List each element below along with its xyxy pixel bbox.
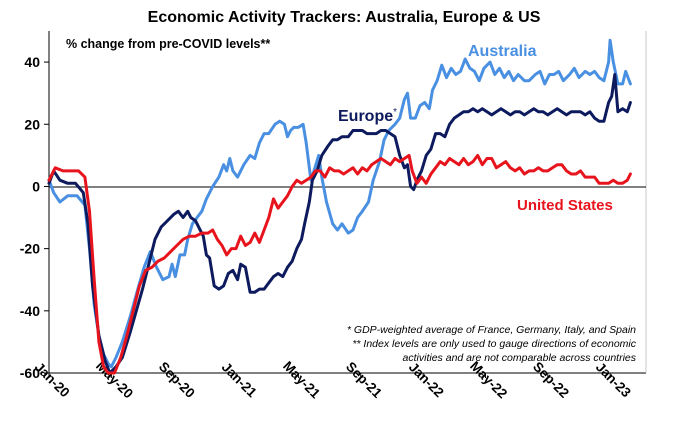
series-lines	[47, 38, 632, 375]
series-line-united-states	[47, 153, 632, 375]
x-tick-label: May-20	[93, 358, 136, 401]
y-tick-label: -60	[20, 365, 40, 381]
x-tick-label: Jan-21	[219, 359, 260, 400]
footnote-1: * GDP-weighted average of France, German…	[347, 324, 636, 336]
x-tick-label: May-21	[280, 358, 323, 401]
series-label-australia: Australia	[468, 43, 537, 60]
series-line-europe	[47, 73, 632, 375]
x-tick-label: Jan-22	[406, 359, 447, 400]
chart-title: Economic Activity Trackers: Australia, E…	[148, 9, 541, 26]
footnote-3: activities and are not comparable across…	[403, 352, 637, 364]
x-axis-ticks: Jan-20 May-20 Sep-20 Jan-21 May-21 Sep-21 Jan-…	[32, 358, 634, 401]
x-tick-label: Jan-23	[593, 359, 634, 400]
footnote-2: ** Index levels are only used to gauge d…	[352, 338, 636, 350]
y-tick-label: -20	[20, 241, 40, 257]
y-tick-label: 40	[24, 54, 40, 70]
series-label-europe-text: Europe	[338, 108, 393, 125]
series-line-australia	[47, 38, 632, 369]
chart-subtitle: % change from pre-COVID levels**	[66, 37, 270, 51]
y-tick-label: 0	[32, 178, 40, 194]
y-axis-ticks: 40 20 0 -20 -40 -60	[20, 54, 49, 381]
x-tick-label: Sep-22	[530, 359, 572, 401]
x-tick-label: May-22	[467, 358, 510, 401]
y-tick-label: 20	[24, 116, 40, 132]
y-tick-label: -40	[20, 303, 40, 319]
x-tick-label: Sep-21	[343, 359, 385, 401]
x-tick-label: Sep-20	[156, 359, 198, 401]
series-label-europe: Europe*	[338, 107, 397, 125]
series-label-united-states: United States	[517, 197, 613, 214]
series-label-europe-asterisk: *	[393, 107, 397, 118]
